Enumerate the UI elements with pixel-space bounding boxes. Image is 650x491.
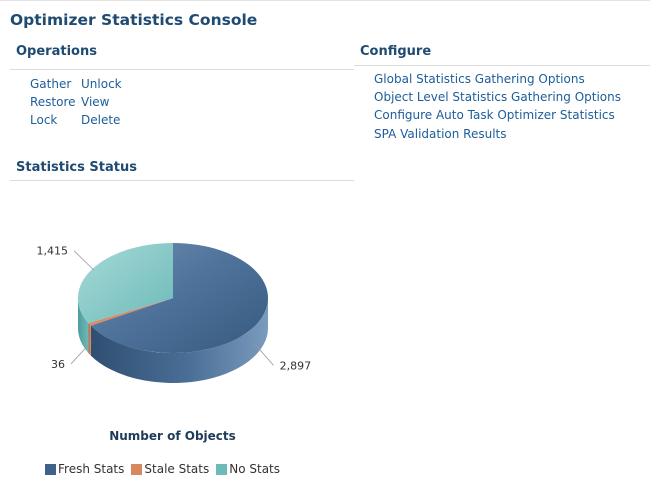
operations-divider [10,69,354,70]
pie-leader-stale-stats [70,341,92,365]
view-link[interactable]: View [81,95,110,109]
statistics-status-title: Statistics Status [16,160,137,175]
global-stats-options-link[interactable]: Global Statistics Gathering Options [374,72,585,86]
restore-link[interactable]: Restore [30,95,76,109]
legend-item-fresh-stats: Fresh Stats [45,462,124,476]
pie-slice-stale-stats [88,298,173,326]
pie-slice-no-stats [77,243,173,324]
configure-divider [354,65,650,66]
configure-title: Configure [360,44,432,59]
legend-swatch-fresh-stats [45,463,56,475]
pie-leader-fresh-stats [253,342,274,366]
pie-side-no-stats [78,298,89,354]
legend-label-no-stats: No Stats [229,462,280,476]
pie-slice-fresh-stats [90,243,269,354]
pie-leader-no-stats [73,250,94,271]
statistics-status-divider [10,180,354,181]
spa-validation-results-link[interactable]: SPA Validation Results [374,127,507,141]
legend-swatch-stale-stats [131,463,143,475]
pie-side-fresh-stats [90,298,268,383]
pie-label-stale-stats: 36 [51,358,65,371]
legend-label-fresh-stats: Fresh Stats [58,462,125,476]
object-level-stats-options-link[interactable]: Object Level Statistics Gathering Option… [374,90,622,104]
chart-legend: Fresh Stats Stale Stats No Stats [45,462,287,476]
lock-link[interactable]: Lock [30,113,58,127]
delete-link[interactable]: Delete [81,113,121,127]
legend-item-no-stats: No Stats [216,462,280,476]
page-title: Optimizer Statistics Console [10,11,258,29]
top-divider [0,0,650,1]
operations-title: Operations [16,44,97,59]
legend-swatch-no-stats [216,463,228,475]
chart-title: Number of Objects [109,429,236,443]
auto-task-optimizer-stats-link[interactable]: Configure Auto Task Optimizer Statistics [374,108,615,122]
legend-item-stale-stats: Stale Stats [131,462,209,476]
pie-label-fresh-stats: 2,897 [280,359,312,372]
pie-side-stale-stats [88,323,91,356]
unlock-link[interactable]: Unlock [81,77,122,91]
legend-label-stale-stats: Stale Stats [144,462,210,476]
pie-label-no-stats: 1,415 [37,245,69,258]
gather-link[interactable]: Gather [30,77,72,91]
